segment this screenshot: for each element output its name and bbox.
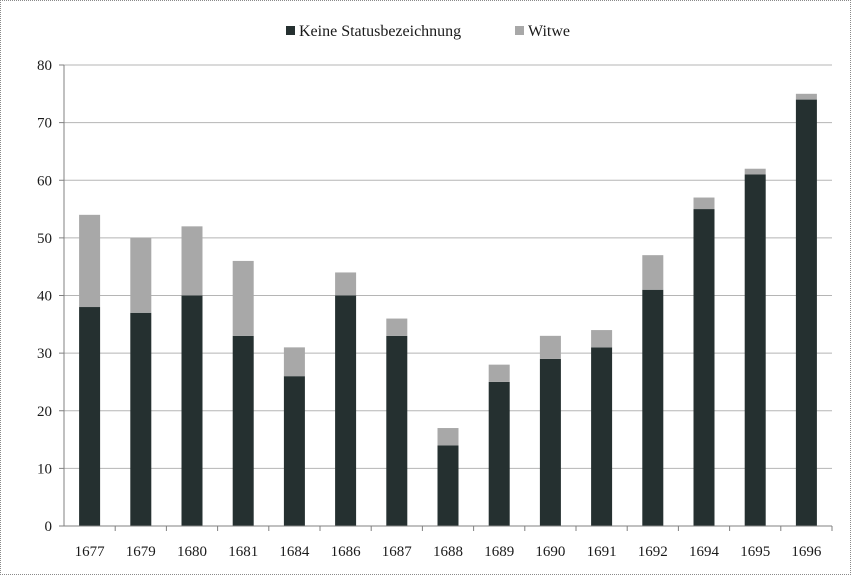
y-tick-label: 30 bbox=[37, 346, 52, 362]
bar-keine-statusbezeichnung bbox=[591, 347, 613, 526]
bar-keine-statusbezeichnung bbox=[386, 335, 408, 526]
bar-keine-statusbezeichnung bbox=[539, 358, 561, 526]
y-tick-label: 0 bbox=[45, 519, 53, 535]
y-tick-label: 10 bbox=[37, 461, 52, 477]
x-tick-label: 1696 bbox=[791, 544, 822, 560]
bar-witwe bbox=[79, 214, 101, 308]
bar-keine-statusbezeichnung bbox=[130, 312, 152, 526]
bar-witwe bbox=[335, 272, 357, 296]
x-tick-label: 1687 bbox=[382, 544, 413, 560]
bar-keine-statusbezeichnung bbox=[744, 174, 766, 527]
y-tick-label: 60 bbox=[37, 173, 52, 189]
x-tick-label: 1689 bbox=[484, 544, 514, 560]
x-tick-label: 1694 bbox=[689, 544, 720, 560]
x-tick-label: 1684 bbox=[279, 544, 310, 560]
bar-witwe bbox=[386, 318, 408, 336]
bar-keine-statusbezeichnung bbox=[335, 295, 357, 526]
x-tick-label: 1680 bbox=[177, 544, 207, 560]
x-axis: 1677 1679 1680 1681 1684 1686 1687 1688 1689 1690… bbox=[64, 525, 833, 560]
bar-keine-statusbezeichnung bbox=[79, 307, 101, 526]
bar-witwe bbox=[437, 428, 459, 446]
bar-keine-statusbezeichnung bbox=[642, 289, 664, 526]
bar-keine-statusbezeichnung bbox=[181, 295, 203, 526]
y-axis: 0 10 20 30 40 50 60 70 80 bbox=[37, 58, 65, 535]
legend-swatch bbox=[515, 26, 524, 35]
x-tick-label: 1688 bbox=[433, 544, 463, 560]
bar-keine-statusbezeichnung bbox=[232, 335, 254, 526]
bar-keine-statusbezeichnung bbox=[693, 209, 715, 526]
legend-swatch bbox=[286, 26, 295, 35]
bar-witwe bbox=[642, 255, 664, 290]
bar-witwe bbox=[488, 364, 510, 382]
legend: Keine Statusbezeichnung Witwe bbox=[286, 23, 570, 40]
bar-keine-statusbezeichnung bbox=[795, 99, 817, 526]
x-tick-label: 1690 bbox=[535, 544, 565, 560]
y-tick-label: 20 bbox=[37, 404, 52, 420]
y-tick-label: 80 bbox=[37, 58, 52, 74]
bar-witwe bbox=[591, 330, 613, 348]
x-tick-label: 1681 bbox=[228, 544, 258, 560]
gridlines bbox=[64, 64, 832, 469]
y-tick-label: 40 bbox=[37, 289, 52, 305]
bar-witwe bbox=[744, 168, 766, 175]
y-tick-label: 70 bbox=[37, 116, 52, 132]
x-tick-label: 1679 bbox=[126, 544, 156, 560]
bar-witwe bbox=[539, 335, 561, 359]
legend-label: Keine Statusbezeichnung bbox=[299, 23, 461, 40]
bar-witwe bbox=[283, 347, 305, 377]
bar-keine-statusbezeichnung bbox=[283, 376, 305, 526]
bar-keine-statusbezeichnung bbox=[488, 381, 510, 526]
y-tick-label: 50 bbox=[37, 231, 52, 247]
x-tick-label: 1691 bbox=[587, 544, 617, 560]
x-tick-label: 1692 bbox=[638, 544, 668, 560]
bar-keine-statusbezeichnung bbox=[437, 445, 459, 526]
bar-witwe bbox=[693, 197, 715, 210]
bar-witwe bbox=[795, 93, 817, 100]
bars bbox=[79, 93, 817, 527]
bar-witwe bbox=[232, 260, 254, 336]
bar-witwe bbox=[181, 226, 203, 296]
x-tick-label: 1677 bbox=[75, 544, 106, 560]
legend-label: Witwe bbox=[528, 23, 570, 40]
x-tick-label: 1686 bbox=[331, 544, 362, 560]
bar-witwe bbox=[130, 237, 152, 313]
x-tick-label: 1695 bbox=[740, 544, 770, 560]
